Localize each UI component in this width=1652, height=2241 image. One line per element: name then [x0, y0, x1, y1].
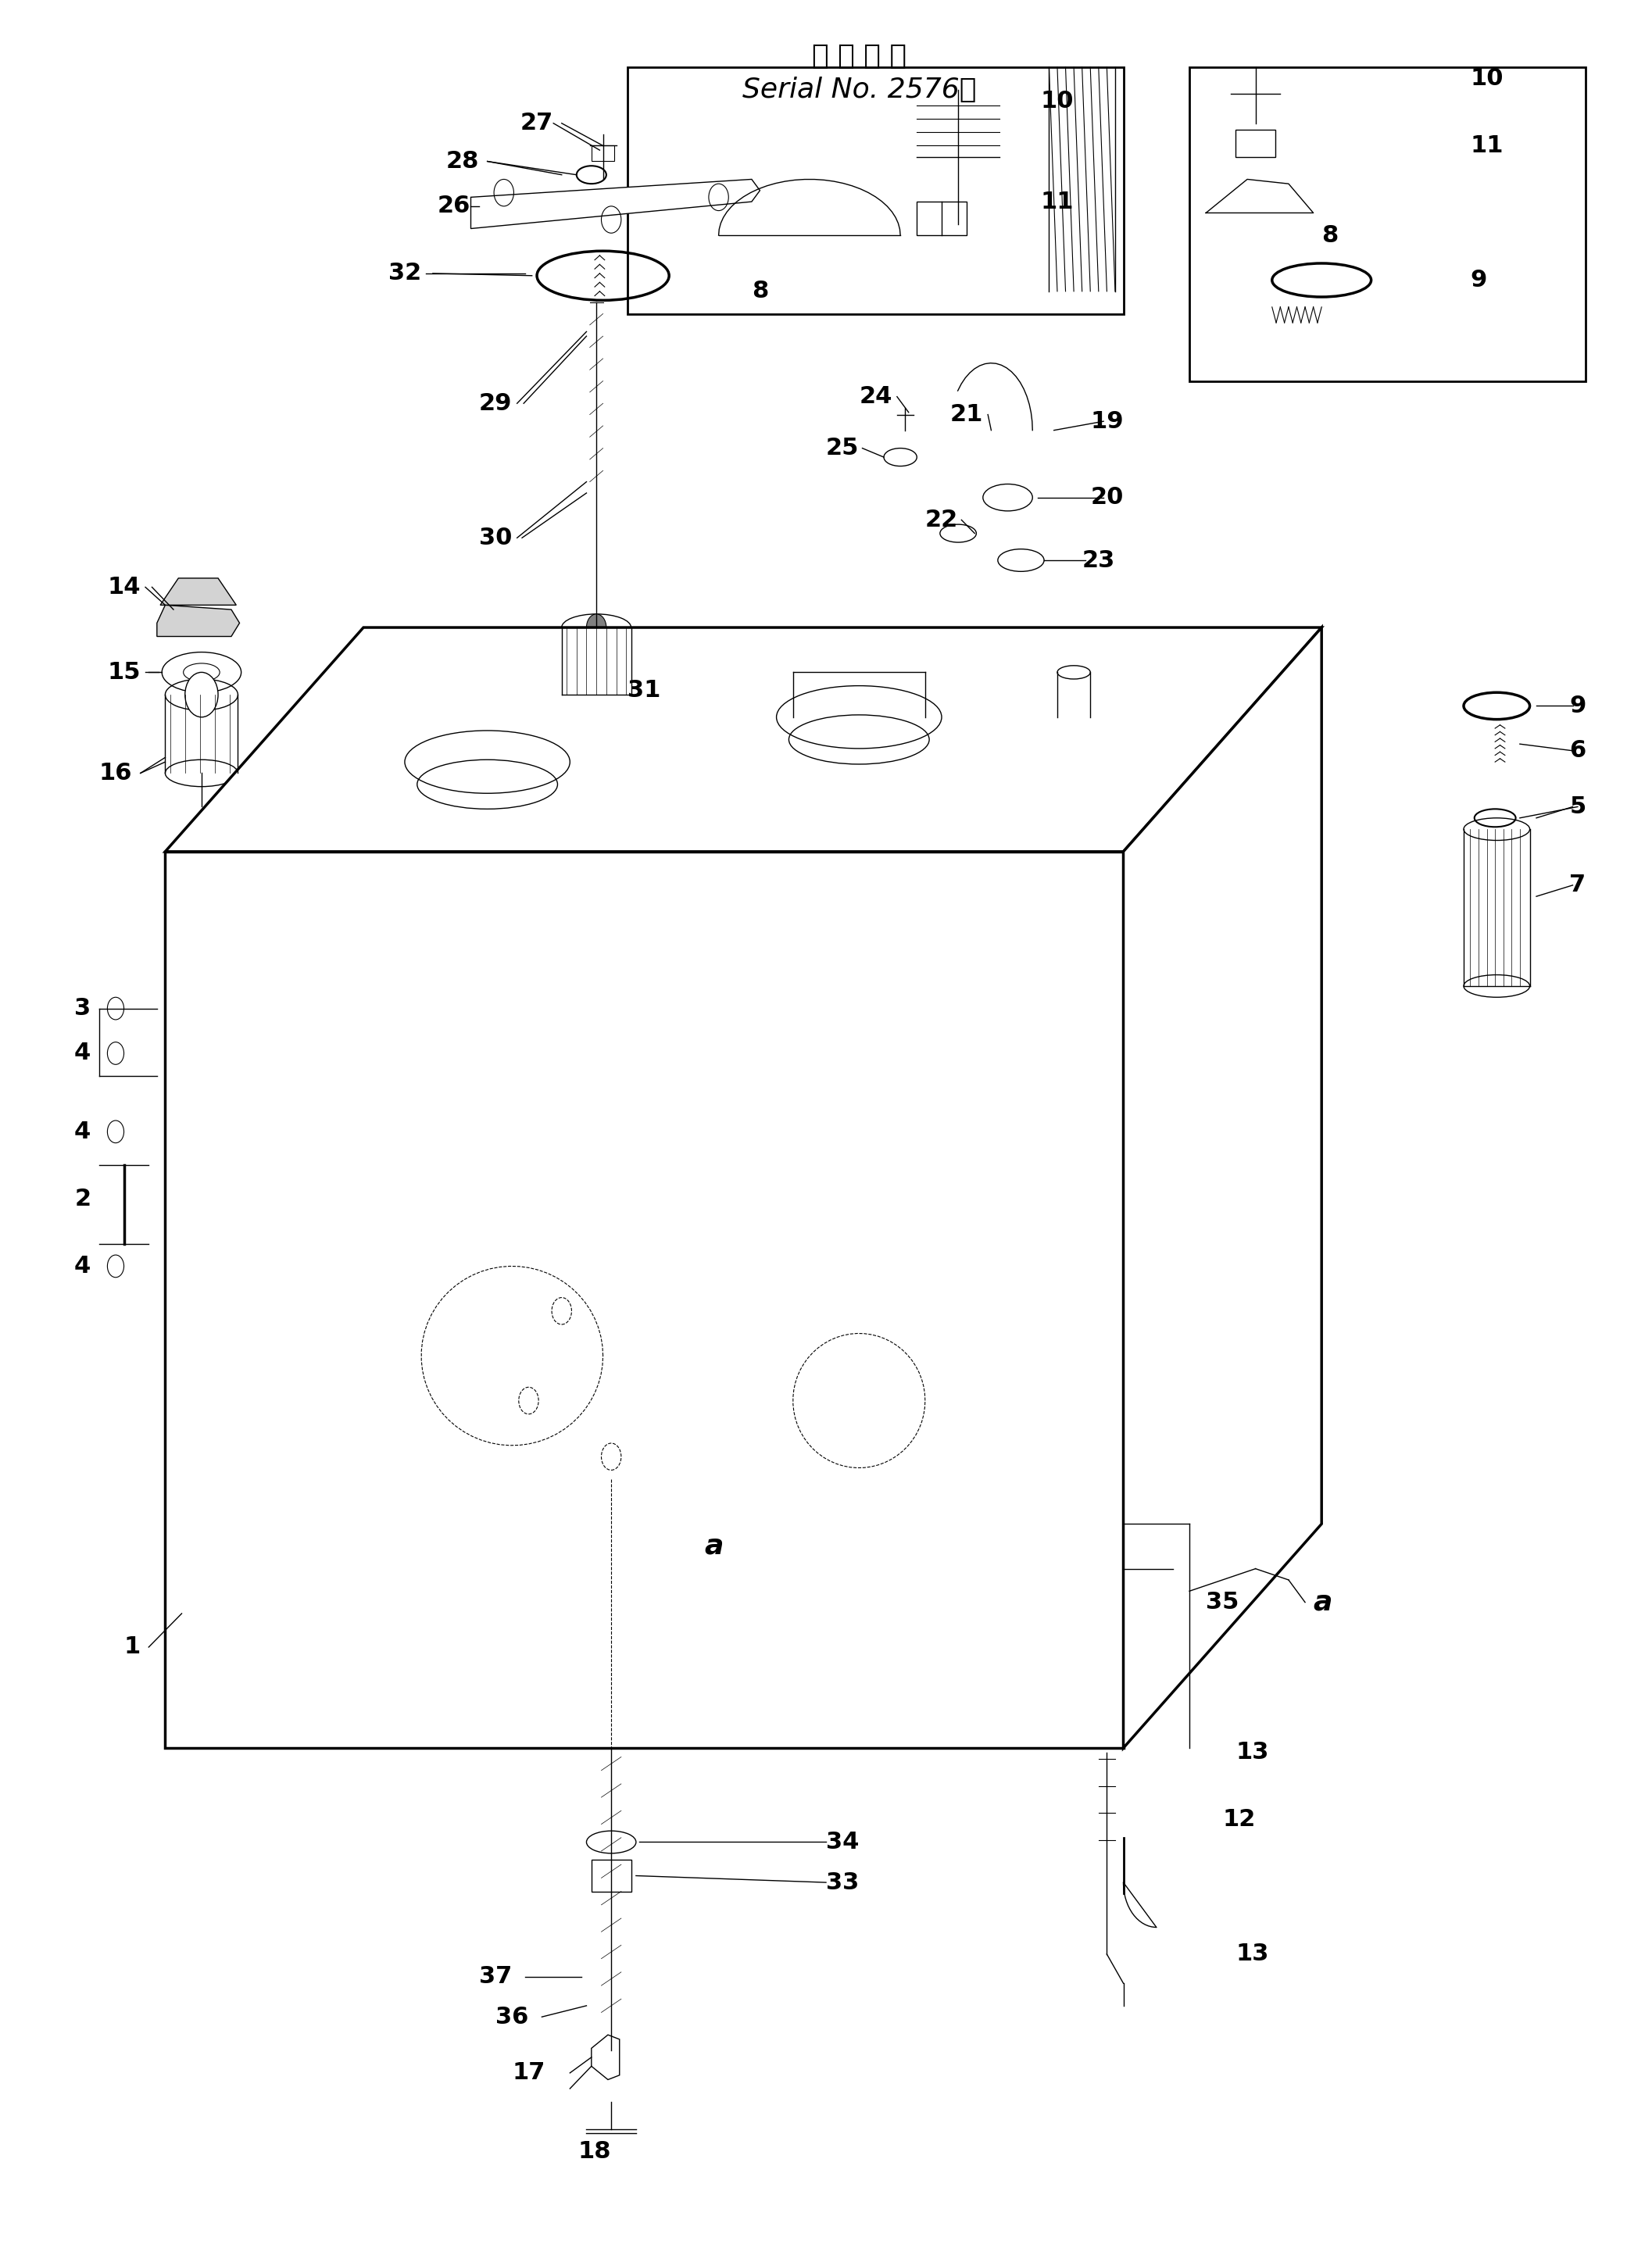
Bar [1236, 130, 1275, 157]
Bar [591, 146, 615, 161]
Bar [591, 1860, 631, 1891]
Text: 30: 30 [479, 527, 512, 549]
Text: 12: 12 [1222, 1808, 1256, 1831]
Text: 20: 20 [1090, 486, 1123, 509]
Text: 35: 35 [1206, 1591, 1239, 1614]
Circle shape [185, 672, 218, 717]
Text: 9: 9 [1470, 269, 1487, 291]
Text: 18: 18 [578, 2140, 611, 2163]
Text: 19: 19 [1090, 410, 1123, 433]
Polygon shape [1123, 627, 1322, 1748]
Text: 適 用 号 機: 適 用 号 機 [811, 43, 907, 69]
Text: 4: 4 [74, 1255, 91, 1277]
Text: 36: 36 [496, 2006, 529, 2028]
Text: 1: 1 [124, 1636, 140, 1658]
Text: 3: 3 [74, 997, 91, 1020]
Text: 32: 32 [388, 262, 421, 285]
Text: Serial No. 2576～: Serial No. 2576～ [742, 76, 976, 103]
Text: 16: 16 [99, 762, 132, 784]
Text: 6: 6 [1569, 740, 1586, 762]
Text: 5: 5 [1569, 796, 1586, 818]
Text: 37: 37 [479, 1965, 512, 1988]
Text: 29: 29 [479, 392, 512, 415]
Text: 33: 33 [826, 1871, 859, 1894]
Text: 15: 15 [107, 661, 140, 684]
Ellipse shape [162, 652, 241, 692]
Bar [1189, 67, 1586, 381]
Polygon shape [165, 627, 1322, 852]
Text: a: a [704, 1533, 724, 1560]
Text: 9: 9 [1569, 695, 1586, 717]
Polygon shape [471, 179, 760, 229]
Bar [917, 202, 966, 235]
Text: 13: 13 [1236, 1943, 1269, 1965]
Text: 27: 27 [520, 112, 553, 134]
Text: 11: 11 [1041, 190, 1074, 213]
Polygon shape [165, 852, 1123, 1748]
Text: 8: 8 [1322, 224, 1338, 247]
Text: 14: 14 [107, 576, 140, 598]
Text: 2: 2 [74, 1188, 91, 1210]
Text: a: a [1313, 1589, 1333, 1616]
Text: 7: 7 [1569, 874, 1586, 896]
Polygon shape [591, 2035, 620, 2080]
Text: 22: 22 [925, 509, 958, 531]
Text: 24: 24 [859, 385, 892, 408]
Text: 4: 4 [74, 1120, 91, 1143]
Text: 31: 31 [628, 679, 661, 701]
Text: 28: 28 [446, 150, 479, 173]
Text: 13: 13 [1236, 1741, 1269, 1764]
Text: 25: 25 [826, 437, 859, 459]
Bar [628, 67, 1123, 314]
Text: 34: 34 [826, 1831, 859, 1853]
Ellipse shape [405, 731, 570, 793]
Polygon shape [157, 605, 240, 636]
Text: 26: 26 [438, 195, 471, 217]
Text: 10: 10 [1470, 67, 1503, 90]
Text: 10: 10 [1041, 90, 1074, 112]
Text: 21: 21 [950, 403, 983, 426]
Ellipse shape [183, 663, 220, 681]
Ellipse shape [776, 686, 942, 748]
Text: 23: 23 [1082, 549, 1115, 571]
Text: 8: 8 [752, 280, 768, 303]
Text: 11: 11 [1470, 134, 1503, 157]
Text: 4: 4 [74, 1042, 91, 1064]
Polygon shape [160, 578, 236, 605]
Circle shape [586, 614, 606, 641]
Text: 17: 17 [512, 2062, 545, 2084]
